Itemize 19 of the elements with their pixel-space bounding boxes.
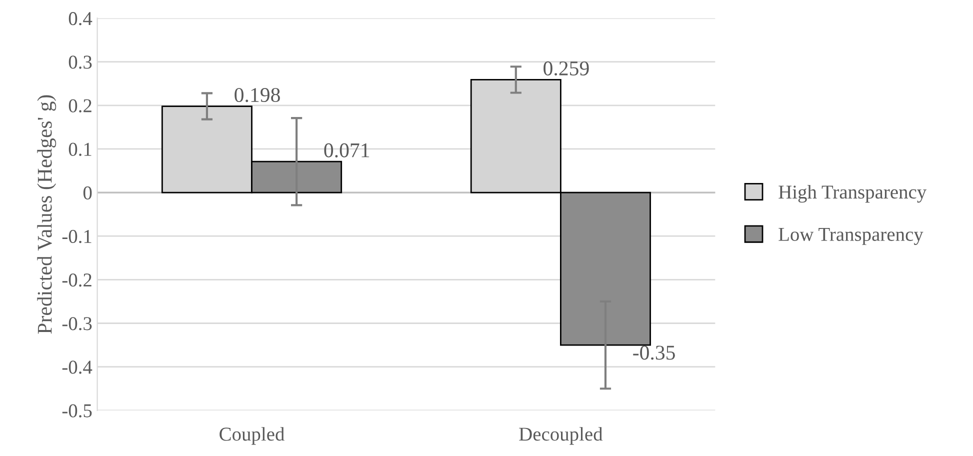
y-tick-label: -0.2 xyxy=(62,273,92,287)
data-label: 0.198 xyxy=(234,88,280,102)
y-tick-label: -0.1 xyxy=(62,230,92,244)
y-tick-label: -0.4 xyxy=(62,360,92,374)
y-tick-label: 0.2 xyxy=(68,99,92,112)
y-tick-label: 0 xyxy=(83,186,92,200)
data-label: -0.35 xyxy=(633,346,675,360)
x-tick-label: Decoupled xyxy=(519,427,603,445)
y-tick-label: 0.3 xyxy=(68,56,92,69)
y-tick-label: 0.1 xyxy=(68,142,92,156)
legend-label: Low Transparency xyxy=(778,228,924,245)
y-tick-label: 0.4 xyxy=(68,12,92,26)
y-tick-label: -0.3 xyxy=(62,317,92,330)
y-axis-title: Predicted Values (Hedges' g) xyxy=(37,95,56,334)
data-label: 0.071 xyxy=(324,143,370,158)
data-label: 0.259 xyxy=(544,61,589,76)
y-tick-label: -0.5 xyxy=(62,404,92,418)
x-tick-label: Coupled xyxy=(220,427,284,445)
legend-label: High Transparency xyxy=(778,184,927,203)
